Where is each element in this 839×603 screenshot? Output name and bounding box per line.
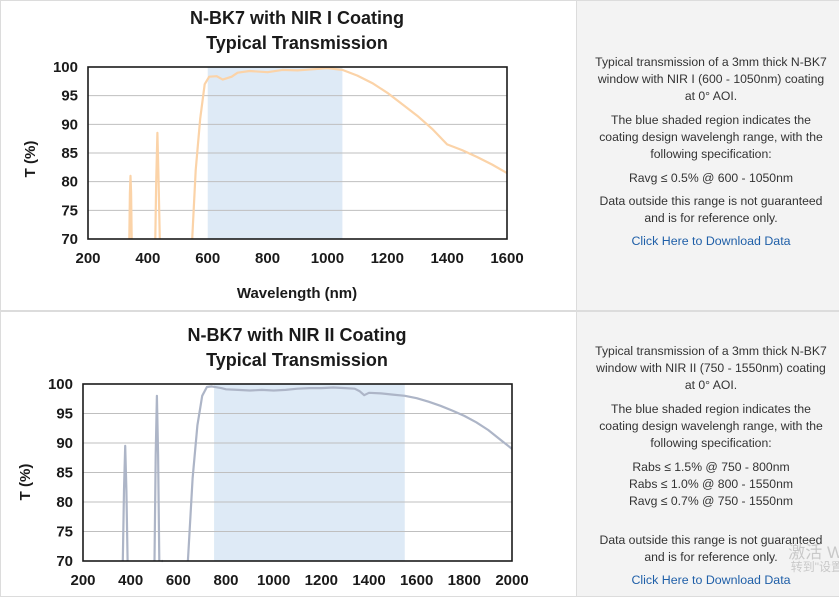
chart-cell-1: N-BK7 with NIR I Coating Typical Transmi… (0, 0, 577, 311)
plot-area (82, 383, 513, 563)
y-tick-label: 70 (61, 231, 78, 248)
y-axis-label: T (%) (17, 464, 34, 501)
activation-watermark-sub: 转到"设置 (790, 560, 839, 574)
info-disclaimer: Data outside this range is not guarantee… (599, 533, 823, 564)
info-panel-2: Typical transmission of a 3mm thick N-BK… (577, 311, 839, 597)
x-tick-label: 1400 (352, 572, 385, 589)
x-tick-label: 1400 (430, 250, 463, 267)
y-tick-label: 80 (61, 174, 78, 191)
chart-row-2: N-BK7 with NIR II Coating Typical Transm… (0, 311, 839, 597)
series-line (191, 67, 508, 240)
chart-cell-2: N-BK7 with NIR II Coating Typical Transm… (0, 311, 577, 597)
series-line (186, 385, 513, 562)
spec-line: Rabs ≤ 1.5% @ 750 - 800nm (632, 460, 790, 474)
activation-watermark: 激活 W (788, 543, 839, 562)
x-tick-label: 1200 (305, 572, 338, 589)
x-tick-label: 1800 (448, 572, 481, 589)
series-line (128, 174, 133, 240)
chart-title-line2: Typical Transmission (206, 350, 388, 370)
info-description: Typical transmission of a 3mm thick N-BK… (595, 55, 827, 103)
x-tick-label: 1200 (371, 250, 404, 267)
y-tick-label: 95 (61, 88, 78, 105)
y-tick-label: 75 (61, 202, 78, 219)
plot-frame (82, 383, 513, 562)
info-panel-1: Typical transmission of a 3mm thick N-BK… (577, 0, 839, 311)
chart-2: N-BK7 with NIR II Coating Typical Transm… (17, 325, 529, 589)
info-description: Typical transmission of a 3mm thick N-BK… (595, 344, 827, 392)
x-tick-label: 400 (118, 572, 143, 589)
download-data-link[interactable]: Click Here to Download Data (631, 573, 791, 587)
plot-frame (87, 66, 508, 240)
chart-row-1: N-BK7 with NIR I Coating Typical Transmi… (0, 0, 839, 311)
info-shading-note: The blue shaded region indicates the coa… (599, 402, 823, 450)
x-tick-label: 2000 (495, 572, 528, 589)
x-tick-label: 400 (135, 250, 160, 267)
x-tick-label: 1600 (400, 572, 433, 589)
y-tick-label: 90 (56, 435, 73, 452)
chart-title-line1: N-BK7 with NIR II Coating (188, 325, 407, 345)
x-tick-label: 600 (195, 250, 220, 267)
info-shading-note: The blue shaded region indicates the coa… (599, 113, 823, 161)
chart-title-line1: N-BK7 with NIR I Coating (190, 8, 404, 28)
x-tick-label: 1000 (257, 572, 290, 589)
spec-line: Rabs ≤ 1.0% @ 800 - 1550nm (628, 477, 794, 491)
y-tick-label: 100 (48, 376, 73, 393)
spec-list: Ravg ≤ 0.5% @ 600 - 1050nm (593, 170, 829, 187)
y-tick-label: 85 (61, 145, 78, 162)
series-line (121, 444, 129, 562)
plot-area (87, 66, 508, 240)
x-tick-label: 200 (70, 572, 95, 589)
info-disclaimer: Data outside this range is not guarantee… (599, 194, 823, 225)
y-tick-label: 90 (61, 116, 78, 133)
spec-line: Ravg ≤ 0.5% @ 600 - 1050nm (628, 171, 794, 185)
series-line (153, 394, 161, 562)
x-tick-label: 1600 (490, 250, 523, 267)
x-tick-label: 800 (255, 250, 280, 267)
y-axis-label: T (%) (22, 141, 39, 178)
spec-list: Rabs ≤ 1.5% @ 750 - 800nm Rabs ≤ 1.0% @ … (593, 459, 829, 510)
y-tick-label: 85 (56, 465, 73, 482)
x-tick-label: 200 (75, 250, 100, 267)
x-tick-label: 600 (166, 572, 191, 589)
chart-1: N-BK7 with NIR I Coating Typical Transmi… (22, 8, 524, 302)
y-tick-label: 80 (56, 494, 73, 511)
series-line (154, 131, 161, 240)
x-axis-label: Wavelength (nm) (237, 285, 357, 302)
spec-line: Ravg ≤ 0.7% @ 750 - 1550nm (628, 494, 794, 508)
x-tick-label: 1000 (311, 250, 344, 267)
y-tick-label: 100 (53, 59, 78, 76)
x-tick-label: 800 (213, 572, 238, 589)
chart-title-line2: Typical Transmission (206, 33, 388, 53)
y-tick-label: 70 (56, 553, 73, 570)
y-tick-label: 95 (56, 406, 73, 423)
y-tick-label: 75 (56, 524, 73, 541)
download-data-link[interactable]: Click Here to Download Data (631, 234, 791, 248)
